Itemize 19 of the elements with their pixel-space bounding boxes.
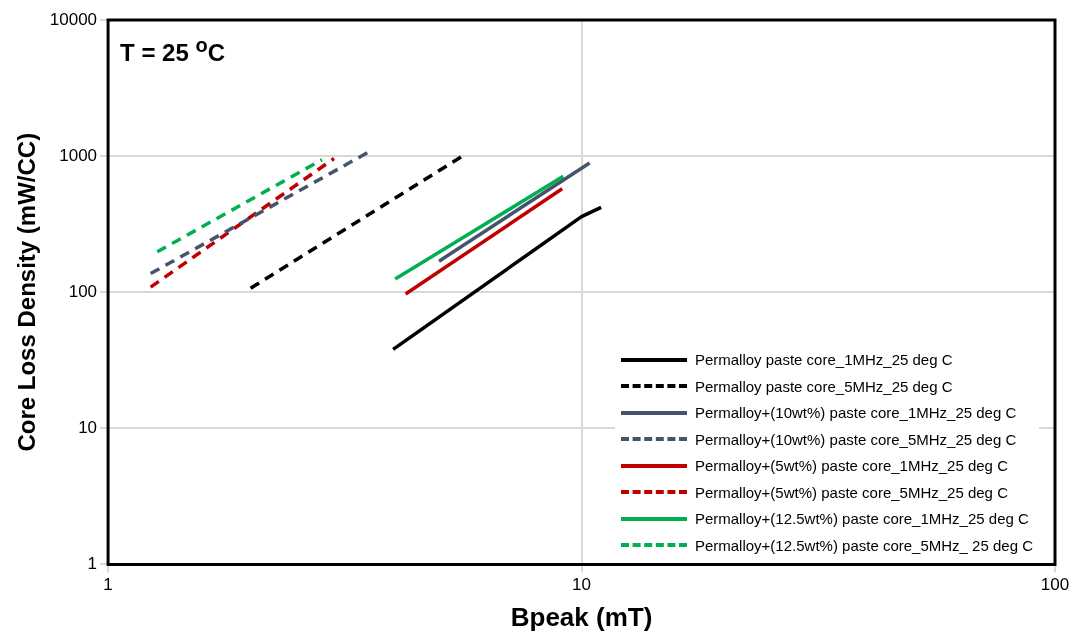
y-axis-title: Core Loss Density (mW/CC) <box>13 132 41 452</box>
annotation: T = 25 $^{o}$C <box>120 34 225 67</box>
legend-label: Permalloy+(10wt%) paste core_5MHz_25 deg C <box>694 430 1017 448</box>
x-tick-label: 10 <box>572 575 591 595</box>
legend-label: Permalloy+(5wt%) paste core_1MHz_25 deg C <box>694 457 1008 475</box>
y-tick-label: 1 <box>87 554 98 574</box>
y-tick-label: 1000 <box>59 145 98 165</box>
legend-label: Permalloy+(12.5wt%) paste core_5MHz_ 25 deg C <box>694 536 1033 554</box>
legend-label: Permalloy+(12.5wt%) paste core_1MHz_25 deg C <box>694 510 1029 528</box>
y-tick-label: 10 <box>78 417 98 437</box>
legend-label: Permalloy paste core_1MHz_25 deg C <box>694 351 953 369</box>
y-tick-label: 100 <box>68 281 98 301</box>
x-tick-label: 100 <box>1040 575 1070 595</box>
x-tick-label: 1 <box>103 575 113 595</box>
legend-label: Permalloy+(5wt%) paste core_5MHz_25 deg C <box>694 483 1008 501</box>
x-axis-title: Bpeak (mT) <box>510 601 653 632</box>
y-tick-label: 10000 <box>49 9 98 29</box>
legend-label: Permalloy+(10wt%) paste core_1MHz_25 deg C <box>694 404 1017 422</box>
legend-label: Permalloy paste core_5MHz_25 deg C <box>694 377 953 395</box>
